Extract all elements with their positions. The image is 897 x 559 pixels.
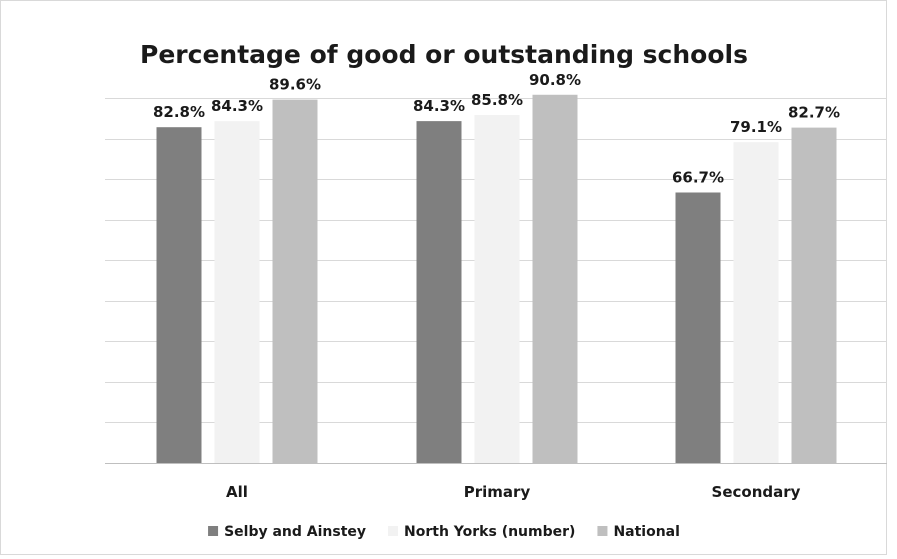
- category-label: Primary: [464, 483, 531, 501]
- bar-secondary-series-3: [791, 127, 837, 463]
- legend: Selby and Ainstey North Yorks (number) Nat…: [208, 524, 680, 540]
- bar-secondary-series-2: [733, 142, 779, 463]
- legend-label: Selby and Ainstey: [224, 524, 366, 540]
- category-label: All: [226, 483, 248, 501]
- chart-title: Percentage of good or outstanding school…: [140, 40, 748, 69]
- bar-primary-series-3: [532, 94, 578, 463]
- data-label: 90.8%: [529, 71, 581, 89]
- bar-primary-series-2: [474, 115, 520, 464]
- bar-primary-series-1: [416, 121, 462, 463]
- bars: [156, 94, 837, 464]
- data-label: 79.1%: [730, 118, 782, 136]
- data-label: 82.7%: [788, 104, 840, 122]
- bar-all-series-3: [272, 99, 318, 463]
- data-label: 85.8%: [471, 91, 523, 109]
- data-labels: 82.8% 84.3% 89.6% 84.3% 85.8% 90.8% 66.7% 79.1%…: [153, 71, 840, 187]
- data-label: 84.3%: [413, 97, 465, 115]
- legend-label: National: [613, 524, 680, 540]
- legend-swatch: [388, 526, 399, 536]
- data-label: 82.8%: [153, 103, 205, 121]
- legend-swatch: [208, 526, 219, 536]
- legend-label: North Yorks (number): [404, 524, 575, 540]
- data-label: 84.3%: [211, 97, 263, 115]
- category-labels: All Primary Secondary: [226, 483, 801, 501]
- legend-swatch: [597, 526, 608, 536]
- bar-secondary-series-1: [675, 192, 721, 463]
- bar-all-series-2: [214, 121, 260, 463]
- category-label: Secondary: [712, 483, 801, 501]
- data-label: 89.6%: [269, 76, 321, 94]
- bar-all-series-1: [156, 127, 202, 463]
- data-label: 66.7%: [672, 168, 724, 186]
